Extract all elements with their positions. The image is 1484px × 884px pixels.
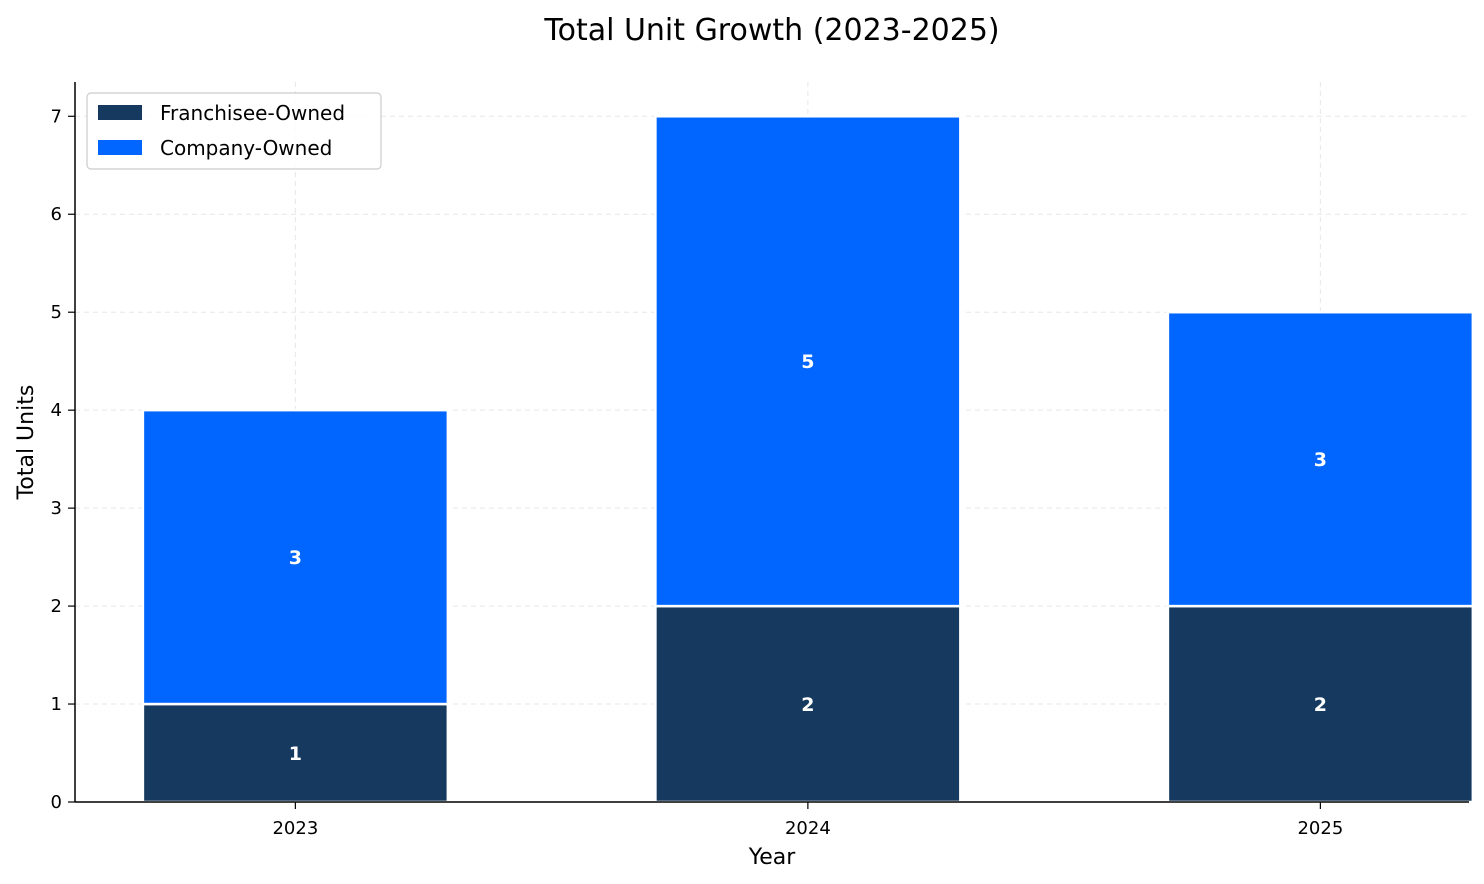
bars: [141, 115, 1475, 804]
data-label-franchisee-owned-2025: 2: [1314, 694, 1327, 716]
x-tick-label: 2025: [1297, 818, 1343, 839]
y-tick-label: 5: [51, 302, 62, 323]
data-label-company-owned-2023: 3: [289, 547, 302, 569]
legend-swatch-company-owned: [98, 140, 142, 155]
legend-swatch-franchisee-owned: [98, 105, 142, 120]
data-label-franchisee-owned-2024: 2: [801, 694, 814, 716]
y-axis-label: Total Units: [14, 385, 39, 501]
legend: Franchisee-Owned Company-Owned: [86, 92, 382, 170]
data-labels: 1 3 2 5 2 3: [289, 351, 1327, 765]
bar-franchisee-owned-2024: [654, 604, 962, 804]
y-tick-label: 0: [51, 792, 62, 813]
data-label-franchisee-owned-2023: 1: [289, 743, 302, 765]
y-ticks: 0 1 2 3 4 5 6 7: [51, 106, 75, 813]
legend-box: [86, 92, 382, 170]
y-tick-label: 4: [51, 400, 62, 421]
axes: [74, 82, 1469, 803]
legend-label-company-owned: Company-Owned: [160, 136, 332, 160]
bar-company-owned-2023: [141, 408, 450, 706]
x-axis-label: Year: [748, 845, 797, 870]
data-label-company-owned-2025: 3: [1314, 449, 1327, 471]
y-tick-label: 7: [51, 106, 62, 127]
bar-company-owned-2025: [1166, 310, 1475, 608]
bar-company-owned-2024: [654, 115, 962, 608]
x-tick-label: 2024: [785, 818, 831, 839]
y-tick-label: 6: [51, 204, 62, 225]
y-tick-label: 3: [51, 498, 62, 519]
x-ticks: 2023 2024 2025: [272, 802, 1343, 839]
y-tick-label: 1: [51, 694, 62, 715]
y-tick-label: 2: [51, 596, 62, 617]
legend-label-franchisee-owned: Franchisee-Owned: [160, 101, 345, 125]
chart-title: Total Unit Growth (2023-2025): [543, 13, 999, 48]
x-tick-label: 2023: [272, 818, 318, 839]
data-label-company-owned-2024: 5: [801, 351, 814, 373]
